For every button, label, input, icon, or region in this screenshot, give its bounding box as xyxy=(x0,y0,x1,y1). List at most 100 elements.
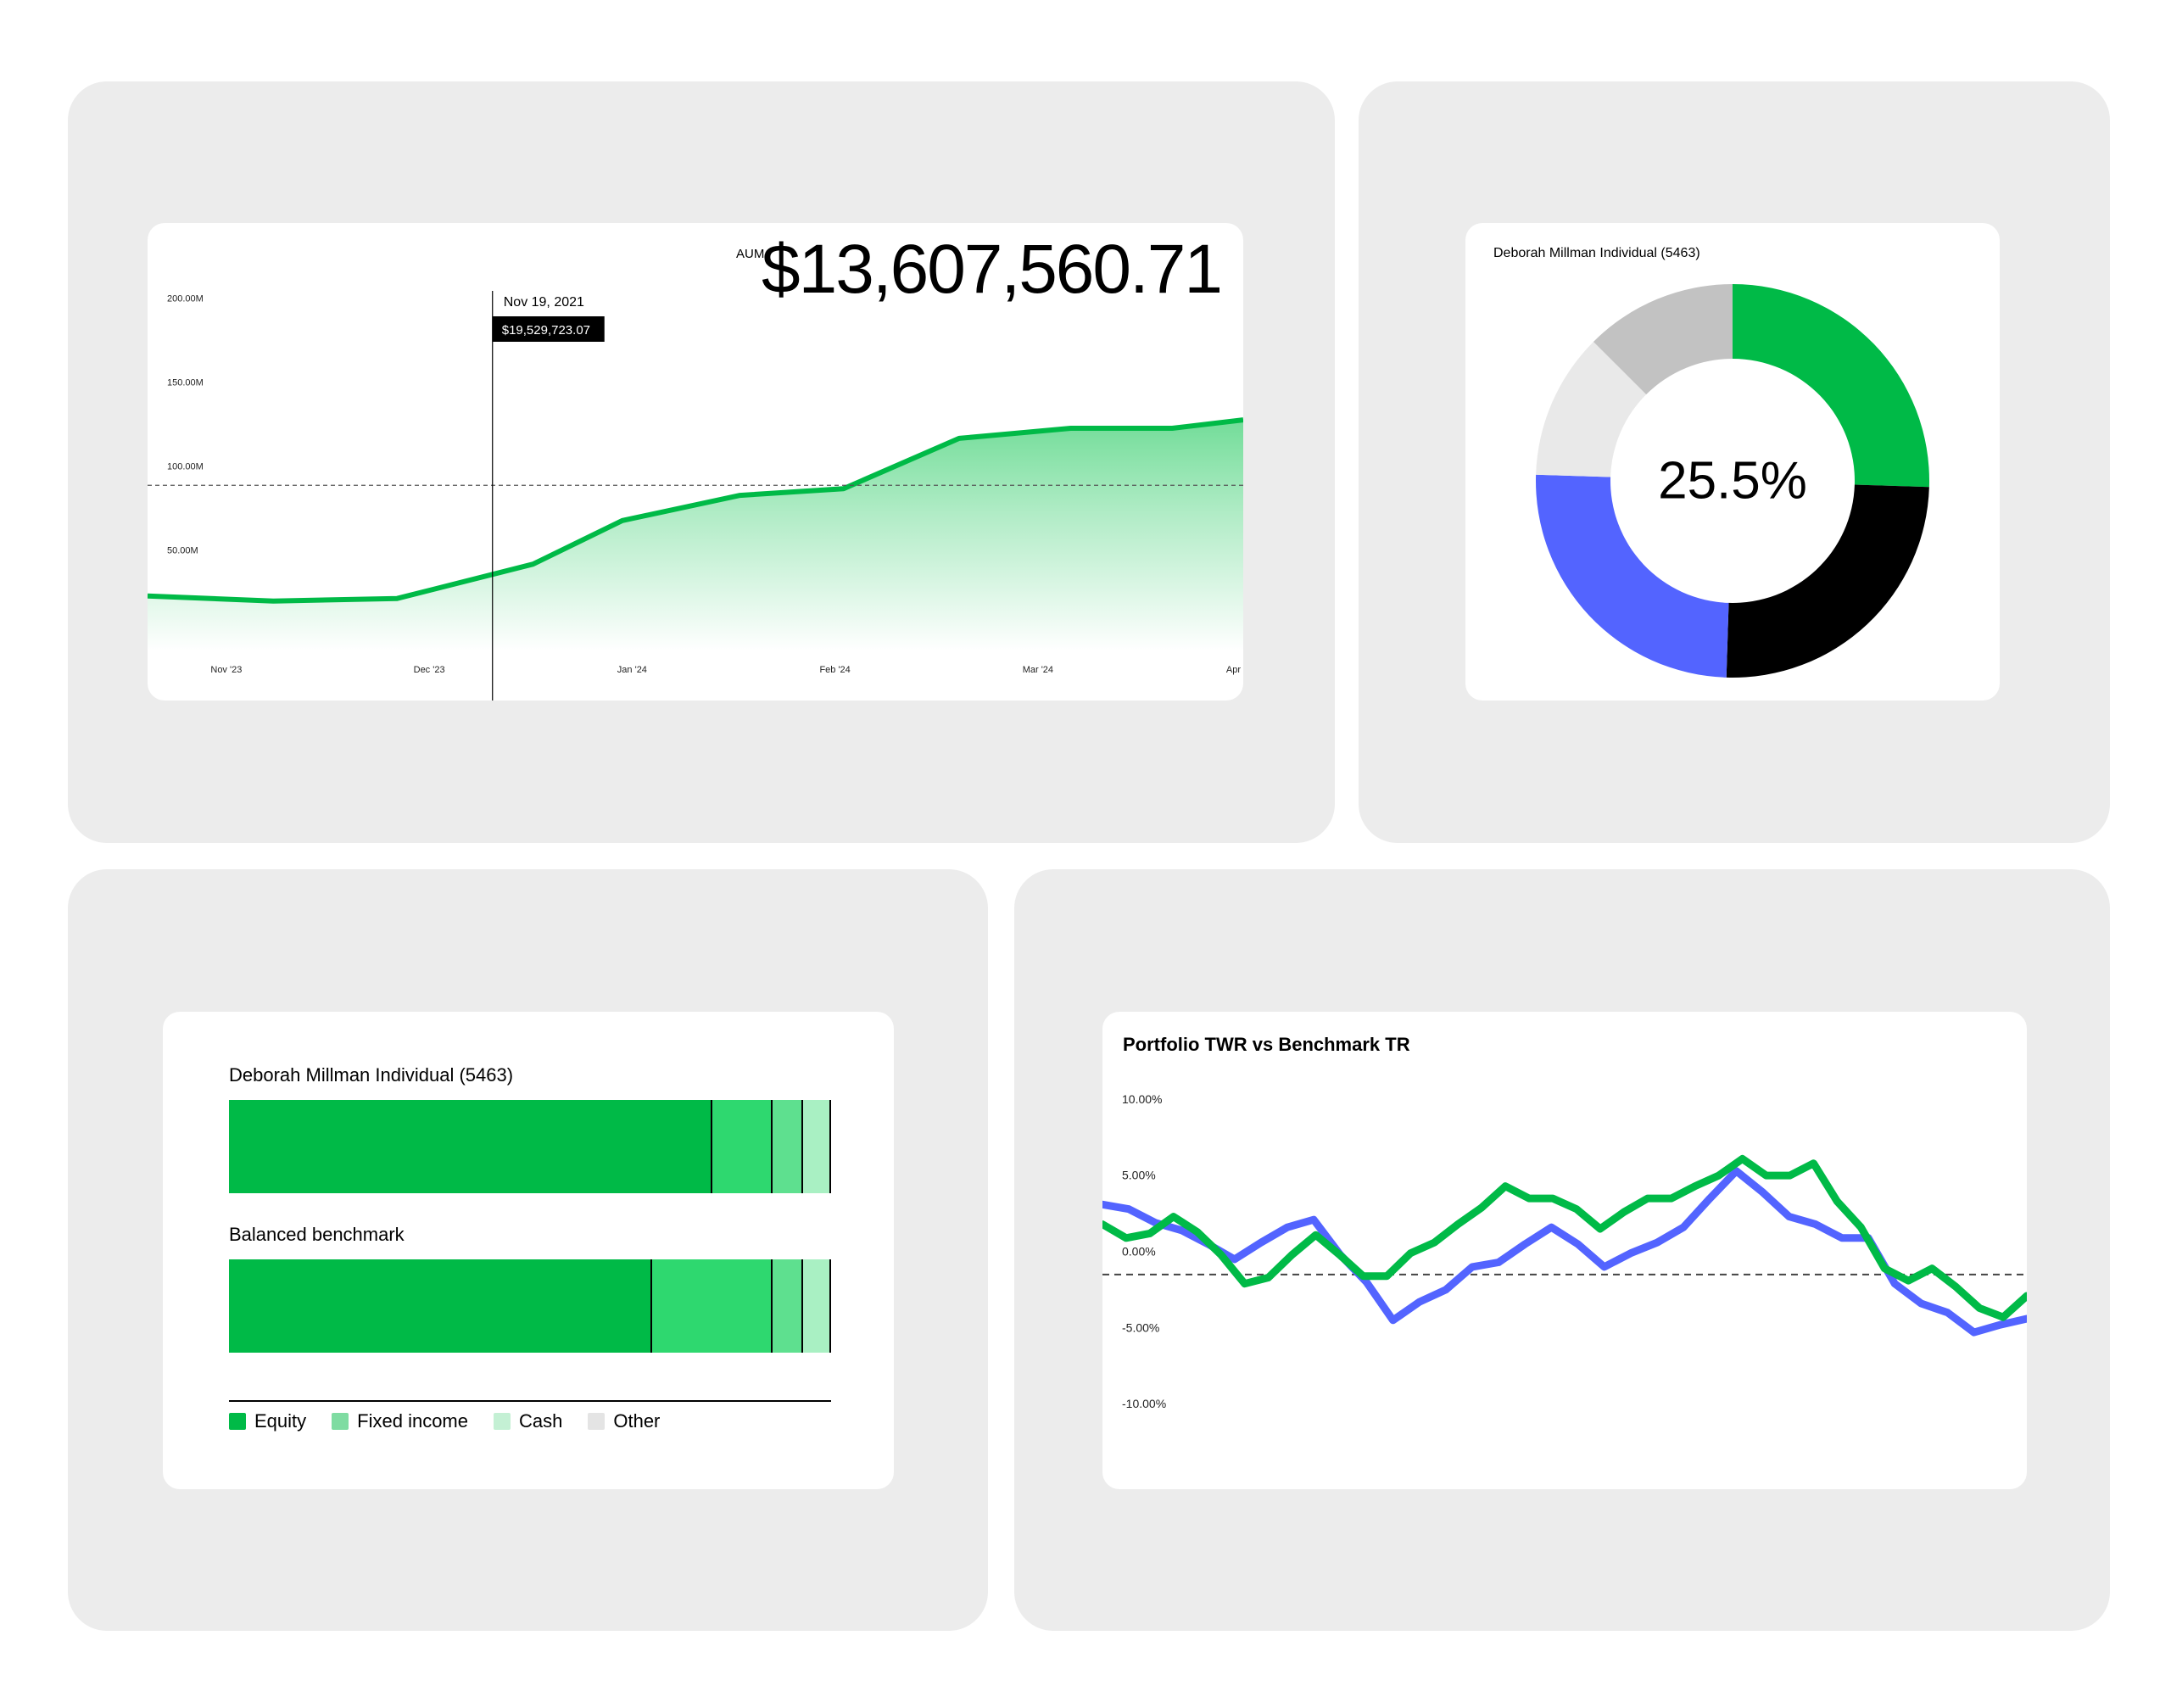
perf-y-tick-label: -10.00% xyxy=(1122,1397,1166,1410)
benchmark-data-point xyxy=(1102,1203,1103,1206)
allocation-bar-individual[interactable] xyxy=(229,1100,831,1193)
portfolio-data-point xyxy=(1860,1226,1862,1229)
aum-data-point xyxy=(1171,427,1174,430)
portfolio-data-point xyxy=(1717,1175,1720,1177)
donut-center-value: 25.5% xyxy=(1658,451,1807,511)
donut-slice[interactable] xyxy=(1536,341,1647,477)
benchmark-data-point xyxy=(1259,1242,1262,1244)
portfolio-data-point xyxy=(1955,1286,1957,1288)
benchmark-data-point xyxy=(1180,1229,1183,1231)
donut-chart[interactable] xyxy=(1465,223,2000,701)
benchmark-data-point xyxy=(1894,1282,1896,1285)
benchmark-data-point xyxy=(1973,1331,1975,1334)
portfolio-data-point xyxy=(1646,1197,1649,1200)
perf-y-tick-label: 0.00% xyxy=(1122,1245,1156,1259)
donut-slice[interactable] xyxy=(1536,474,1729,678)
donut-title: Deborah Millman Individual (5463) xyxy=(1493,246,1700,260)
allocation-bar-benchmark[interactable] xyxy=(229,1259,831,1353)
portfolio-data-point xyxy=(1694,1185,1696,1187)
aum-card: AUM $13,607,560.71 50.00M 100.00M 150.00M 2… xyxy=(148,223,1243,701)
legend-item-cash: Cash xyxy=(494,1410,562,1432)
aum-panel: AUM $13,607,560.71 50.00M 100.00M 150.00M 2… xyxy=(68,81,1335,843)
benchmark-data-point xyxy=(1788,1215,1790,1218)
donut-slice[interactable] xyxy=(1726,484,1929,678)
benchmark-data-point xyxy=(1814,1223,1817,1225)
aum-x-tick-label: Mar '24 xyxy=(1023,665,1053,675)
allocation-segment-equity[interactable] xyxy=(229,1259,650,1353)
perf-y-tick-label: -5.00% xyxy=(1122,1320,1159,1334)
aum-data-point xyxy=(396,597,399,600)
portfolio-data-point xyxy=(1812,1162,1815,1164)
legend-divider xyxy=(229,1400,831,1402)
aum-chart[interactable]: 50.00M 100.00M 150.00M 200.00M Nov '23 Dec '2… xyxy=(148,223,1243,701)
benchmark-data-point xyxy=(1841,1236,1843,1239)
portfolio-data-point xyxy=(1433,1242,1436,1244)
allocation-segment-other[interactable] xyxy=(801,1259,831,1353)
portfolio-data-point xyxy=(1599,1228,1601,1230)
portfolio-data-point xyxy=(1670,1197,1672,1200)
benchmark-data-point xyxy=(1603,1265,1605,1268)
account-label-individual: Deborah Millman Individual (5463) xyxy=(229,1064,514,1086)
benchmark-data-point xyxy=(1629,1252,1632,1254)
portfolio-data-point xyxy=(1196,1231,1198,1233)
benchmark-data-point xyxy=(2026,1317,2027,1320)
portfolio-data-point xyxy=(1907,1280,1910,1282)
allocation-segment-equity[interactable] xyxy=(229,1100,711,1193)
portfolio-data-point xyxy=(1148,1232,1151,1235)
portfolio-data-point xyxy=(1836,1200,1839,1203)
benchmark-data-point xyxy=(1709,1197,1711,1200)
allocation-segment-fixed-income[interactable] xyxy=(650,1259,771,1353)
performance-chart[interactable]: 10.00% 5.00% 0.00% -5.00% -10.00% xyxy=(1102,1012,2027,1489)
benchmark-data-point xyxy=(1471,1265,1473,1268)
allocation-segment-fixed-income[interactable] xyxy=(711,1100,771,1193)
benchmark-data-point xyxy=(1392,1319,1394,1321)
portfolio-data-point xyxy=(1267,1276,1270,1279)
donut-panel: Deborah Millman Individual (5463) 25.5% xyxy=(1359,81,2110,843)
portfolio-data-point xyxy=(1741,1158,1744,1160)
perf-y-tick-label: 5.00% xyxy=(1122,1169,1156,1182)
legend-item-fixed-income: Fixed income xyxy=(332,1410,468,1432)
benchmark-data-point xyxy=(1286,1226,1288,1229)
benchmark-data-point xyxy=(1128,1208,1130,1210)
benchmark-data-point xyxy=(1683,1226,1685,1229)
equity-swatch-icon xyxy=(229,1413,246,1430)
performance-title: Portfolio TWR vs Benchmark TR xyxy=(1123,1034,1410,1055)
aum-x-tick-label: Jan '24 xyxy=(617,665,647,675)
aum-data-point xyxy=(842,488,845,490)
aum-x-tick-label: Apr '24 xyxy=(1226,665,1243,675)
donut-slice[interactable] xyxy=(1733,284,1929,488)
legend-label-other: Other xyxy=(613,1410,661,1432)
allocation-segment-cash[interactable] xyxy=(771,1259,801,1353)
donut-slice[interactable] xyxy=(1593,284,1733,395)
allocation-segment-other[interactable] xyxy=(801,1100,831,1193)
allocation-legend: Equity Fixed income Cash Other xyxy=(229,1410,660,1432)
portfolio-data-point xyxy=(1528,1197,1531,1200)
aum-x-tick-label: Nov '23 xyxy=(210,665,242,675)
portfolio-data-point xyxy=(1102,1223,1103,1225)
aum-tooltip-value: $19,529,723.07 xyxy=(502,323,590,338)
portfolio-twr-line[interactable] xyxy=(1102,1154,2027,1321)
benchmark-data-point xyxy=(1498,1261,1500,1264)
aum-data-point xyxy=(272,600,275,602)
portfolio-data-point xyxy=(1622,1211,1625,1214)
performance-card: Portfolio TWR vs Benchmark TR 10.00% 5.00… xyxy=(1102,1012,2027,1489)
benchmark-data-point xyxy=(1656,1242,1658,1244)
benchmark-tr-line[interactable] xyxy=(1102,1167,2027,1337)
portfolio-data-point xyxy=(1789,1175,1791,1177)
account-label-benchmark: Balanced benchmark xyxy=(229,1224,405,1245)
portfolio-data-point xyxy=(1219,1253,1222,1256)
legend-item-other: Other xyxy=(588,1410,660,1432)
aum-tooltip-date: Nov 19, 2021 xyxy=(504,295,584,310)
portfolio-data-point xyxy=(1314,1234,1317,1236)
allocation-segment-cash[interactable] xyxy=(771,1100,801,1193)
portfolio-data-point xyxy=(1552,1197,1554,1200)
aum-x-tick-label: Feb '24 xyxy=(819,665,850,675)
aum-data-point xyxy=(532,563,534,566)
portfolio-data-point xyxy=(1457,1223,1459,1225)
benchmark-data-point xyxy=(1524,1242,1526,1245)
benchmark-data-point xyxy=(1418,1301,1420,1303)
aum-tooltip-box xyxy=(492,316,605,342)
benchmark-data-point xyxy=(1365,1281,1368,1283)
portfolio-data-point xyxy=(2026,1295,2027,1298)
portfolio-data-point xyxy=(1504,1185,1507,1187)
